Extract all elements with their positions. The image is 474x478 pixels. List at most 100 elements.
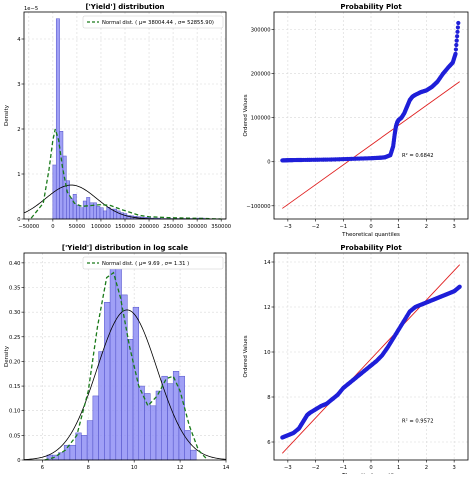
x-tick-label: −2 [312,224,320,230]
x-tick-label: 10 [131,465,138,471]
y-tick-label: 2 [17,127,20,133]
hist-bar [133,307,139,460]
legend-label: Normal dist. ( μ= 38004.44 , σ= 52855.90… [102,20,214,26]
y-tick-label: −100000 [246,204,270,210]
hist-bar [76,433,82,460]
y-tick-label: 10 [264,350,271,356]
hist-bar [83,201,86,219]
y-tick-label: 0.30 [9,310,21,316]
x-tick-label: 14 [223,465,230,471]
y-tick-label: 8 [267,395,270,401]
y-tick-label: 0.15 [9,384,21,390]
hist-bar [127,339,133,460]
y-tick-label: 100000 [251,116,271,122]
data-point [453,52,457,56]
data-point [456,21,460,25]
hist-bar [70,445,76,460]
y-tick-label: 6 [267,440,270,446]
y-tick-label: 14 [264,260,271,266]
y-tick-label: 0 [267,160,270,166]
x-tick-label: 300000 [187,224,207,230]
x-axis-label: Theoretical quantiles [341,232,400,238]
axes-frame [274,253,468,460]
data-point [454,43,458,47]
chart-title: ['Yield'] distribution [85,3,164,11]
x-tick-label: 1 [397,224,400,230]
hist-bar [167,384,173,460]
y-tick-label: 0.10 [9,409,21,415]
hist-bar [122,295,128,460]
x-tick-label: 3 [452,465,455,471]
hist-bar [107,207,110,219]
hist-bar [190,450,196,460]
y-tick-label: 1 [17,172,20,178]
y-tick-label: 200000 [251,72,271,78]
y-tick-label: 0 [17,458,20,464]
fit-line [282,265,459,454]
x-tick-label: 0 [369,465,372,471]
hist-bar [99,352,105,460]
hist-bar [87,197,90,219]
data-point [456,25,460,29]
hist-bar [103,211,106,219]
y-tick-label: 12 [264,305,271,311]
r-squared-annotation: R² = 0.6842 [402,153,433,159]
data-point [454,47,458,51]
x-tick-label: 0 [369,224,372,230]
x-tick-label: −50000 [18,224,39,230]
hist-bar [63,156,66,219]
y-axis-label: Ordered Values [243,94,249,136]
hist-bar [81,435,87,460]
hist-bar [87,421,93,460]
hist-bar [80,208,83,219]
hist-bar [124,214,127,219]
y-tick-label: 0.40 [9,261,21,267]
x-tick-label: 0 [51,224,54,230]
hist-bar [70,199,73,219]
y-tick-label: 0 [17,217,20,223]
data-point [455,34,459,38]
x-tick-label: −1 [339,224,347,230]
hist-bar [104,302,110,460]
chart-title: Probability Plot [340,3,402,11]
hist-bar [97,206,100,219]
hist-bar [100,208,103,219]
x-tick-label: 12 [177,465,184,471]
y-tick-label: 0.20 [9,359,21,365]
data-point [455,30,459,34]
y-tick-label: 4 [17,37,21,43]
hist-bar [162,376,168,460]
hist-bar [156,391,162,460]
x-tick-label: −2 [312,465,320,471]
x-tick-label: 2 [425,224,428,230]
y-axis-label: Density [4,345,10,367]
hist-bar [185,430,191,460]
hist-bar [179,376,185,460]
y-tick-label: 300000 [251,28,271,34]
y-tick-label: 0.25 [9,335,21,341]
x-tick-label: 8 [87,465,90,471]
x-tick-label: −3 [284,465,292,471]
x-tick-label: −3 [284,224,292,230]
x-tick-label: 1 [397,465,400,471]
r-squared-annotation: R² = 0.9572 [402,419,433,425]
hist-bar [110,265,116,460]
x-tick-label: 6 [41,465,44,471]
axes-frame [274,12,468,219]
data-point [455,39,459,43]
chart-title: Probability Plot [340,244,402,252]
x-tick-label: 200000 [139,224,159,230]
x-tick-label: 2 [425,465,428,471]
hist-bar [150,406,156,460]
x-tick-label: 100000 [91,224,111,230]
y-tick-label: 3 [17,82,20,88]
x-tick-label: 50000 [69,224,86,230]
y-axis-label: Density [4,104,10,126]
y-axis-label: Ordered Values [243,335,249,377]
chart-title: ['Yield'] distribution in log scale [62,244,188,252]
